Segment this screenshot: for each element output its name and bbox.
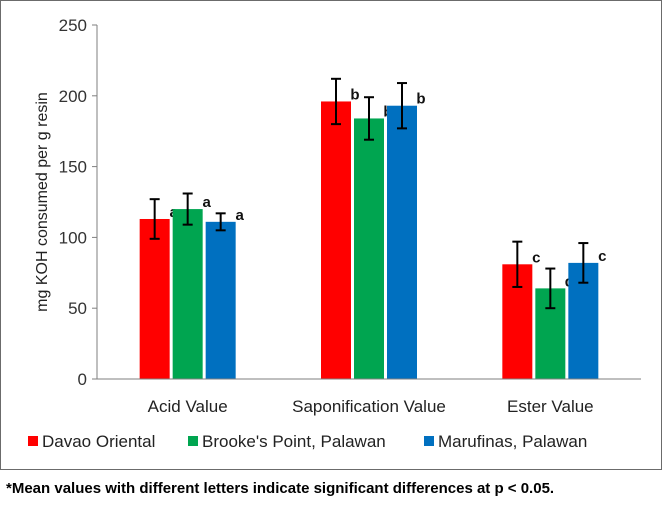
y-tick-label: 100 (59, 228, 87, 247)
y-tick-label: 0 (78, 370, 87, 389)
significance-label: a (235, 207, 244, 224)
footnote: *Mean values with different letters indi… (6, 480, 555, 497)
x-axis: Acid Value Saponification Value Ester Valu… (97, 378, 641, 416)
y-axis-title: mg KOH consumed per g resin (34, 92, 51, 312)
significance-label: a (202, 194, 211, 211)
bar (139, 218, 170, 379)
significance-label: b (350, 86, 359, 103)
legend-swatch (188, 436, 198, 446)
legend-label: Davao Oriental (42, 432, 155, 451)
y-axis: 0 50 100 150 200 250 (59, 16, 98, 389)
bar (205, 221, 236, 379)
significance-label: b (416, 91, 425, 108)
bar (172, 209, 203, 379)
bar (387, 105, 417, 379)
x-category-label: Acid Value (148, 397, 228, 416)
legend-swatch (424, 436, 434, 446)
legend-label: Marufinas, Palawan (438, 432, 587, 451)
legend-label: Brooke's Point, Palawan (202, 432, 386, 451)
significance-label: c (598, 248, 606, 265)
legend-swatch (28, 436, 38, 446)
bar (321, 101, 351, 380)
x-category-label: Saponification Value (292, 397, 446, 416)
bar (354, 118, 384, 380)
x-category-label: Ester Value (507, 397, 594, 416)
legend: Davao Oriental Brooke's Point, Palawan Mar… (28, 432, 587, 451)
y-tick-label: 150 (59, 158, 87, 177)
y-tick-label: 250 (59, 16, 87, 35)
y-tick-label: 50 (68, 299, 87, 318)
bars: abcabdabc (139, 77, 607, 380)
significance-label: c (532, 249, 540, 266)
y-tick-label: 200 (59, 87, 87, 106)
